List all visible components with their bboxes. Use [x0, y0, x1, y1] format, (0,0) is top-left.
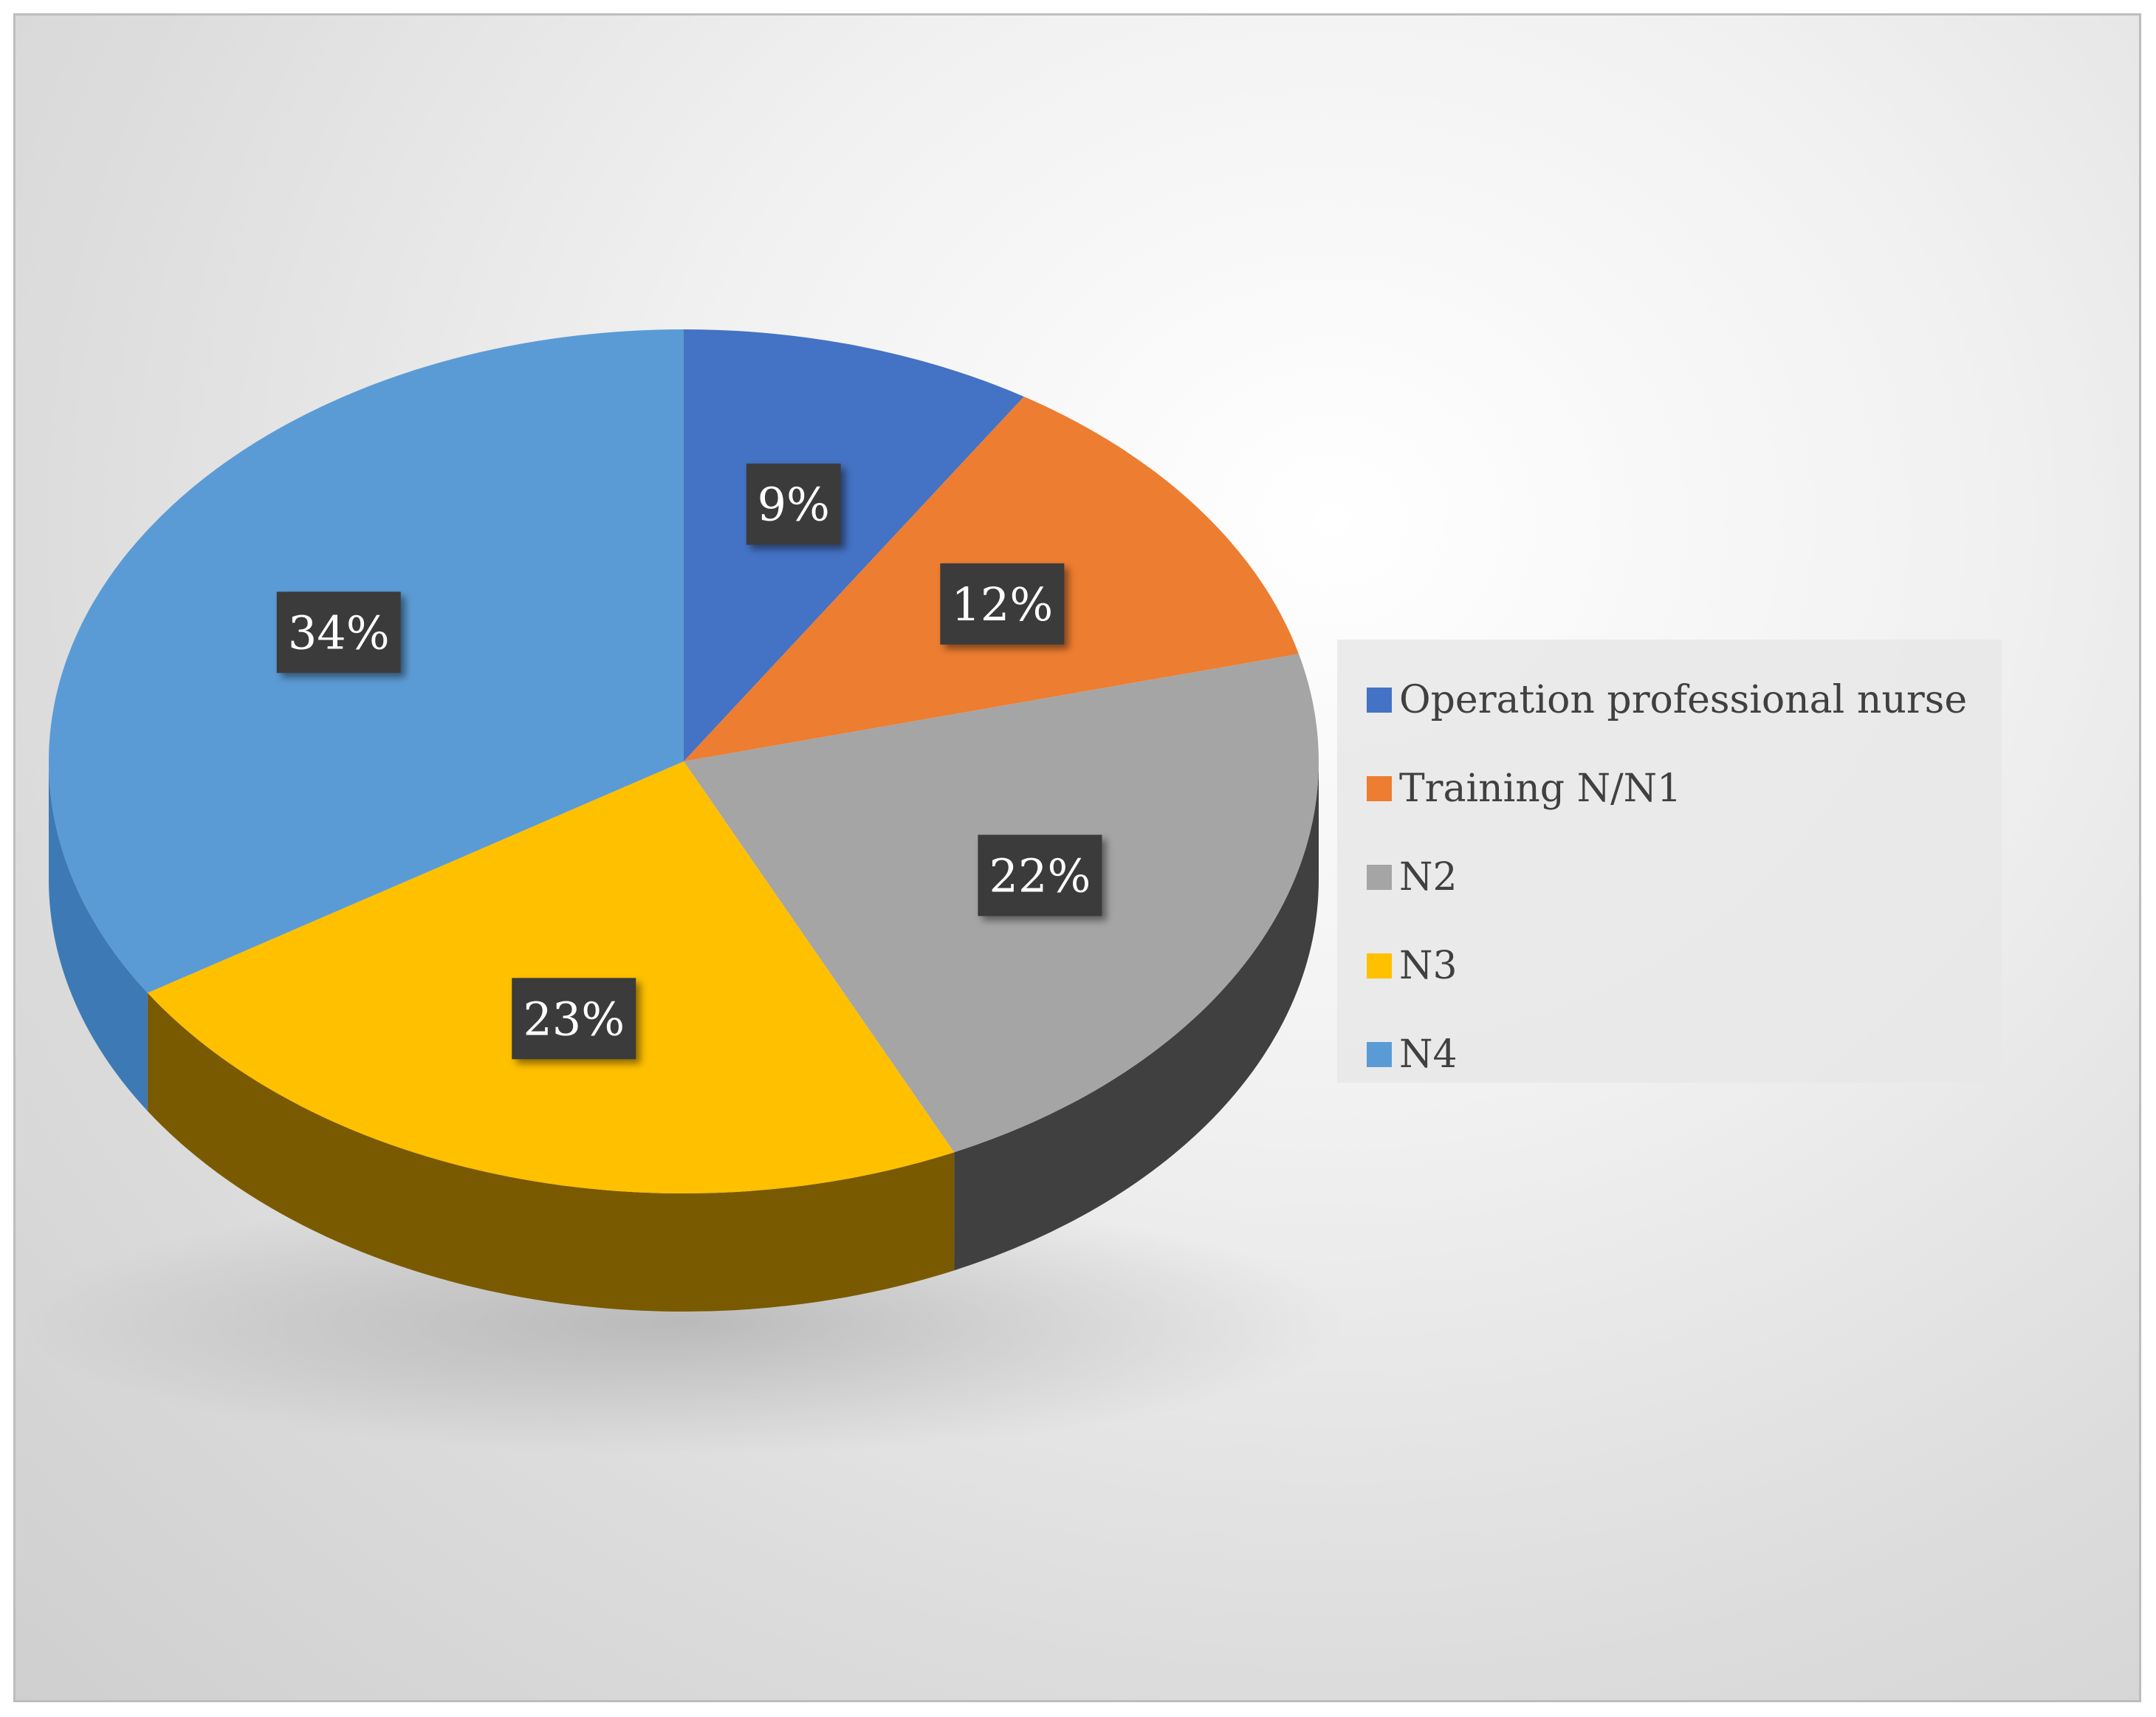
pie-side-n4 [49, 761, 148, 1111]
data-label-box [276, 592, 401, 674]
legend-item-n3: N3 [1367, 922, 2002, 1010]
legend-label: N3 [1399, 944, 1458, 988]
pie-side-n2 [954, 761, 1319, 1271]
legend-swatch [1367, 1042, 1392, 1067]
data-label-box [978, 834, 1102, 916]
legend-item-operation-professional-nurse: Operation professional nurse [1367, 656, 2002, 744]
data-label-box [746, 463, 841, 545]
pie-slices [49, 329, 1319, 1193]
data-label-box [940, 563, 1065, 645]
pie-side-n3 [147, 993, 955, 1312]
chart-area: 9% 12% 22% 23% 34% Operation professional nu… [13, 13, 2141, 1702]
legend-swatch [1367, 953, 1392, 979]
data-label-n4: 34% [276, 592, 401, 674]
pie-data-labels: 9% 12% 22% 23% 34% [276, 463, 1102, 1060]
data-label-operation-professional-nurse: 9% [746, 463, 841, 545]
data-label-box [512, 978, 636, 1060]
data-label-text: 34% [288, 606, 390, 659]
pie-chart: 9% 12% 22% 23% 34% [19, 329, 1348, 1456]
pie-side-walls [49, 761, 1319, 1312]
data-label-text: 22% [989, 849, 1091, 902]
legend-label: Training N/N1 [1399, 767, 1682, 811]
legend-item-n4: N4 [1367, 1010, 2002, 1099]
pie-slice-n3 [147, 761, 955, 1193]
legend-swatch [1367, 865, 1392, 890]
legend-swatch [1367, 688, 1392, 713]
legend-label: Operation professional nurse [1399, 678, 1968, 722]
pie-floor-shadow [19, 1190, 1348, 1456]
data-label-text: 9% [758, 478, 830, 532]
data-label-text: 12% [951, 578, 1053, 631]
legend-label: N4 [1399, 1032, 1458, 1077]
legend-item-n2: N2 [1367, 833, 2002, 922]
data-label-training-n-n1: 12% [940, 563, 1065, 645]
data-label-n2: 22% [978, 834, 1102, 916]
legend-swatch [1367, 776, 1392, 801]
data-label-text: 23% [523, 992, 625, 1046]
legend-label: N2 [1399, 855, 1458, 899]
legend: Operation professional nurse Training N/N… [1337, 640, 2002, 1083]
pie-slice-operation-professional-nurse [684, 329, 1024, 761]
legend-item-training-n-n1: Training N/N1 [1367, 744, 2002, 833]
data-label-n3: 23% [512, 978, 636, 1060]
